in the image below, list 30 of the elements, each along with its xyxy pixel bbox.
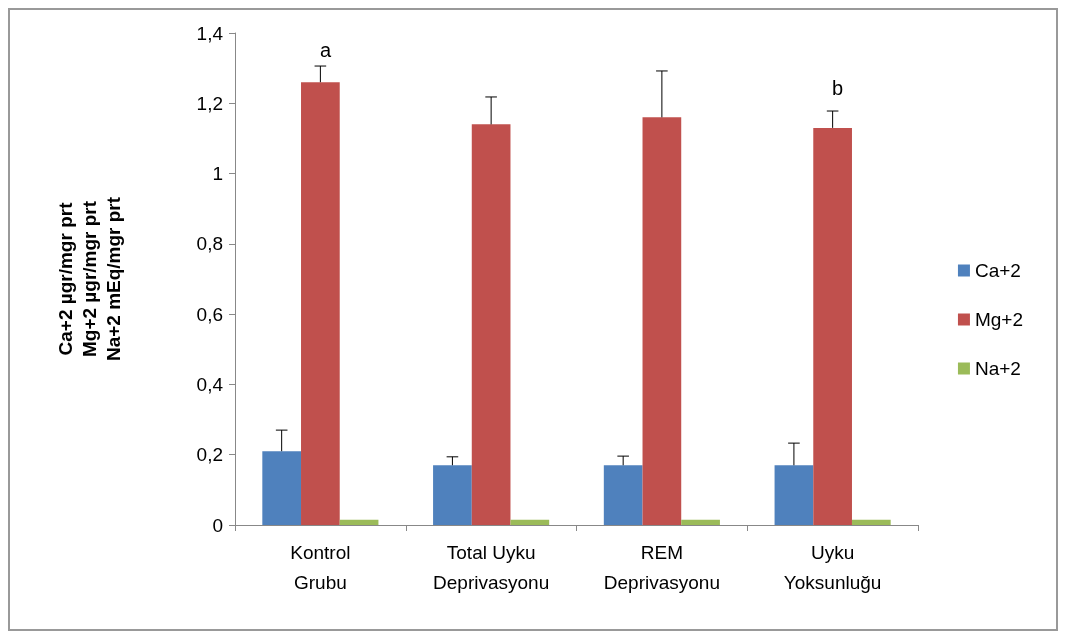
y-tick-label: 0 bbox=[212, 514, 223, 536]
bar bbox=[774, 465, 814, 525]
y-tick-label: 1 bbox=[212, 163, 223, 185]
x-tick-label: REM Deprivasyonu bbox=[603, 541, 720, 593]
bar bbox=[603, 465, 643, 525]
y-tick-label: 0,2 bbox=[196, 444, 223, 466]
bar bbox=[813, 127, 852, 525]
bar bbox=[339, 519, 379, 525]
bar bbox=[681, 519, 720, 525]
bar bbox=[471, 124, 511, 525]
legend-label: Na+2 bbox=[974, 358, 1021, 379]
y-tick-label: 0,4 bbox=[196, 373, 224, 395]
annotation: b bbox=[832, 77, 844, 99]
x-tick-label: Kontrol Grubu bbox=[290, 541, 351, 593]
legend-label: Mg+2 bbox=[974, 309, 1024, 330]
y-tick-label: 0,8 bbox=[196, 233, 223, 255]
y-axis-title: Ca+2 µgr/mgr prt Mg+2 µgr/mgr prt Na+2 mEq/mgr prt bbox=[54, 196, 124, 362]
annotation: a bbox=[320, 39, 332, 61]
x-tick-label: Uyku Yoksunluğu bbox=[783, 541, 882, 593]
y-tick-label: 0,6 bbox=[196, 303, 223, 325]
bar bbox=[510, 519, 550, 525]
bar bbox=[851, 519, 891, 525]
y-tick-label: 1,2 bbox=[196, 92, 223, 114]
bar bbox=[642, 117, 682, 525]
x-tick-label: Total Uyku Deprivasyonu bbox=[433, 541, 550, 593]
legend-label: Ca+2 bbox=[974, 260, 1021, 281]
y-tick-label: 1,4 bbox=[196, 22, 224, 44]
bar bbox=[262, 451, 302, 525]
bar bbox=[301, 82, 340, 525]
bar bbox=[433, 465, 472, 525]
